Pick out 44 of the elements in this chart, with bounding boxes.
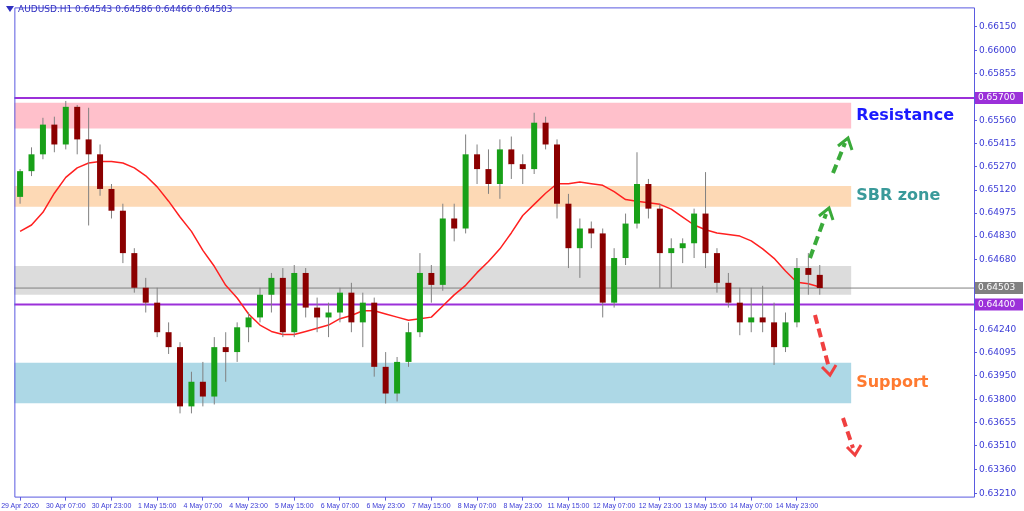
y-tick-label: 0.66000 [979, 44, 1017, 55]
candlestick [451, 203, 458, 242]
candlestick [576, 217, 583, 279]
band-label: Resistance [856, 104, 955, 124]
y-tick-label: 0.65120 [979, 184, 1017, 195]
candlestick [314, 297, 321, 333]
y-tick-label: 0.64830 [979, 230, 1017, 241]
y-tick-label: 0.65270 [979, 160, 1017, 171]
ref-line-label: 0.64503 [978, 282, 1016, 293]
candlestick [542, 116, 549, 150]
ref-line-label: 0.64400 [978, 298, 1016, 309]
chart-title: AUDUSD.H1 0.64543 0.64586 0.64466 0.64503 [18, 4, 233, 14]
candlestick [679, 237, 686, 264]
candlestick [245, 312, 252, 343]
candlestick [199, 361, 206, 407]
y-tick-label: 0.63950 [979, 370, 1017, 381]
candlestick [359, 292, 366, 348]
y-tick-label: 0.65415 [979, 137, 1017, 148]
candlestick [508, 136, 515, 180]
ref-line-label: 0.65700 [978, 92, 1016, 103]
candlestick [588, 221, 595, 249]
band-label: Support [856, 372, 929, 392]
band-label: SBR zone [856, 185, 941, 205]
y-tick-label: 0.65560 [979, 114, 1017, 125]
candlestick [474, 143, 481, 185]
candlestick [519, 153, 526, 185]
candlestick [51, 116, 58, 153]
candlestick [222, 331, 229, 383]
y-tick-label: 0.64240 [979, 324, 1017, 335]
y-tick-label: 0.65855 [979, 67, 1017, 78]
candlestick [165, 321, 172, 355]
y-tick-label: 0.63655 [979, 417, 1017, 428]
y-tick-label: 0.63360 [979, 463, 1017, 474]
y-tick-label: 0.66150 [979, 20, 1017, 31]
candlestick [108, 183, 115, 219]
y-tick-label: 0.63510 [979, 440, 1017, 451]
y-tick-label: 0.64095 [979, 347, 1017, 358]
candlestick [85, 107, 92, 226]
candlestick [485, 148, 492, 195]
y-tick-label: 0.63800 [979, 394, 1017, 405]
y-tick-label: 0.63210 [979, 487, 1017, 498]
y-tick-label: 0.64975 [979, 207, 1017, 218]
y-tick-label: 0.64680 [979, 254, 1017, 265]
candlestick [28, 146, 35, 177]
